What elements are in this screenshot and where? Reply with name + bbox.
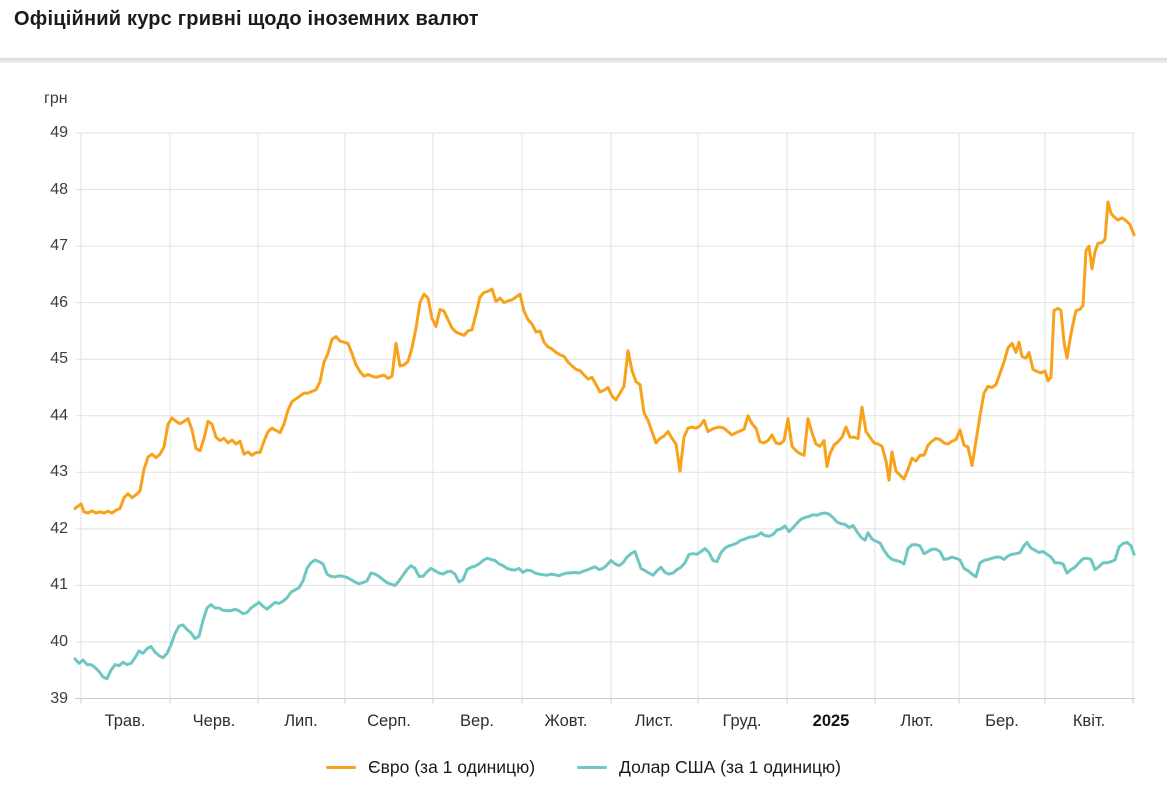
- title-divider: [0, 58, 1167, 63]
- legend-swatch-euro-line-icon: [326, 766, 357, 769]
- y-tick-label: 40: [50, 632, 68, 650]
- y-tick-label: 48: [50, 180, 68, 198]
- x-tick-label: Вер.: [460, 712, 494, 730]
- y-tick-label: 46: [50, 293, 68, 311]
- y-tick-label: 45: [50, 350, 68, 368]
- legend-item-usd[interactable]: Долар США (за 1 одиницю): [577, 757, 841, 778]
- legend-item-euro[interactable]: Євро (за 1 одиницю): [326, 757, 535, 778]
- y-axis-unit-label: грн: [44, 90, 68, 107]
- x-tick-label: Жовт.: [544, 712, 588, 730]
- x-tick-label: Груд.: [722, 712, 762, 730]
- x-tick-label: Квіт.: [1072, 712, 1106, 730]
- y-tick-label: 41: [50, 576, 68, 594]
- series-line-usd: [73, 511, 1136, 681]
- y-tick-label: 43: [50, 463, 68, 481]
- chart-legend: Євро (за 1 одиницю) Долар США (за 1 одини…: [0, 757, 1167, 778]
- x-tick-label: Бер.: [985, 712, 1019, 730]
- line-chart-plot-area: [73, 132, 1136, 704]
- legend-label: Долар США (за 1 одиницю): [619, 757, 841, 777]
- x-tick-label: Трав.: [104, 712, 146, 730]
- page-title: Офіційний курс гривні щодо іноземних вал…: [14, 8, 479, 30]
- y-tick-label: 49: [50, 124, 68, 141]
- x-tick-label: Лип.: [284, 712, 318, 730]
- x-tick-label: Лют.: [900, 712, 934, 730]
- y-tick-label: 42: [50, 519, 68, 537]
- y-tick-label: 44: [50, 406, 68, 424]
- y-tick-label: 47: [50, 237, 68, 255]
- x-tick-label: Лист.: [634, 712, 674, 730]
- y-tick-label: 39: [50, 689, 68, 707]
- legend-swatch-usd-line-icon: [577, 766, 608, 769]
- x-tick-label: 2025: [812, 712, 850, 730]
- x-tick-label: Черв.: [192, 712, 236, 730]
- x-tick-label: Серп.: [367, 712, 411, 730]
- series-line-euro: [73, 200, 1136, 515]
- legend-label: Євро (за 1 одиницю): [368, 757, 536, 777]
